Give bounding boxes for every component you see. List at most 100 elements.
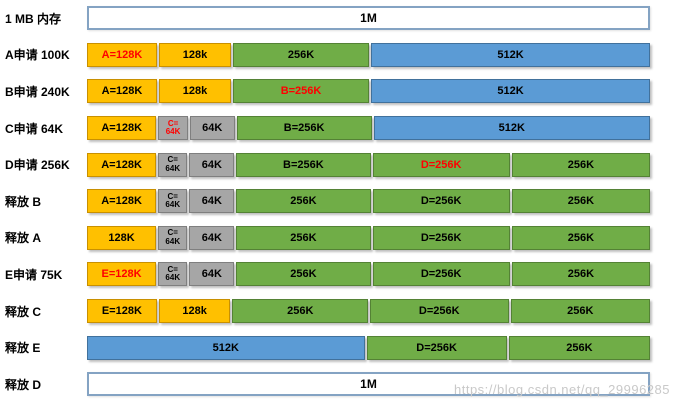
memory-segment: 256K	[511, 189, 650, 214]
memory-segment: 512K	[373, 116, 650, 141]
segment-label: 128k	[182, 48, 208, 61]
row-label: 释放 C	[5, 304, 42, 319]
memory-segment: 256K	[508, 335, 650, 360]
memory-bar: 1M	[87, 6, 650, 31]
segment-label: D=256K	[420, 268, 462, 281]
memory-bar: A=128K C= 64K 64K 256K D=256K 256K	[87, 189, 650, 214]
segment-label-line: C=	[167, 228, 178, 238]
segment-label: B=256K	[283, 122, 325, 135]
segment-label-line: 64K	[165, 236, 181, 246]
memory-segment: 256K	[236, 225, 371, 250]
row-label: 1 MB 内存	[5, 11, 62, 26]
segment-label-line: 64K	[165, 163, 181, 173]
segment-label: 512K	[497, 48, 524, 61]
segment-label: 64K	[201, 195, 222, 208]
memory-row: 释放 E 512K D=256K 256K	[0, 329, 680, 366]
memory-segment: A=128K	[87, 189, 157, 214]
memory-bar: A=128K 128k 256K 512K	[87, 42, 651, 67]
row-label: B申请 240K	[5, 84, 70, 99]
segment-label: A=128K	[101, 158, 142, 171]
memory-row: 释放 D 1M	[0, 366, 680, 403]
memory-row: E申请 75K E=128K C= 64K 64K 256K D=256K 256K	[0, 256, 680, 293]
segment-label-line: C=	[167, 191, 178, 201]
segment-label: D=256K	[420, 231, 462, 244]
memory-segment: E=128K	[87, 262, 157, 287]
memory-segment: D=256K	[366, 335, 507, 360]
segment-label-line: C=	[167, 155, 178, 165]
memory-segment: D=256K	[372, 262, 510, 287]
memory-row: 1 MB 内存 1M	[0, 0, 680, 37]
segment-label: A=128K	[101, 122, 143, 135]
memory-segment: C= 64K	[158, 189, 188, 214]
memory-segment: 256K	[511, 225, 650, 250]
memory-segment: E=128K	[87, 299, 157, 324]
segment-label: 64K	[201, 231, 222, 244]
watermark: https://blog.csdn.net/qq_29996285	[454, 382, 670, 397]
segment-label: D=256K	[420, 195, 462, 208]
segment-label: 64K	[201, 158, 222, 171]
memory-segment: 64K	[189, 262, 235, 287]
memory-segment: 128K	[87, 225, 157, 250]
memory-segment: 256K	[232, 299, 369, 324]
memory-row: A申请 100K A=128K 128k 256K 512K	[0, 37, 680, 74]
memory-segment: 128k	[159, 42, 231, 67]
memory-bar: 1M	[87, 372, 650, 397]
memory-segment: D=256K	[372, 152, 510, 177]
row-label: A申请 100K	[5, 48, 70, 63]
segment-label: A=128K	[101, 48, 143, 61]
memory-segment: D=256K	[370, 299, 509, 324]
segment-label: 512K	[497, 85, 524, 98]
memory-segment: 64K	[189, 152, 235, 177]
segment-label: 256K	[287, 48, 315, 61]
memory-segment: A=128K	[87, 42, 158, 67]
memory-segment: 128k	[158, 299, 231, 324]
memory-bar: A=128K C= 64K 64K B=256K 512K	[87, 116, 650, 141]
memory-row: D申请 256K A=128K C= 64K 64K B=256K D=256K 256K	[0, 146, 680, 183]
segment-label-line: C=	[167, 118, 179, 128]
memory-segment: C= 64K	[158, 262, 188, 287]
memory-bar: A=128K C= 64K 64K B=256K D=256K 256K	[87, 152, 650, 177]
segment-label: 256K	[290, 195, 317, 208]
memory-segment: 256K	[236, 262, 371, 287]
segment-label: 512K	[212, 341, 239, 354]
row-label: 释放 B	[5, 194, 42, 209]
segment-label-line: 64K	[165, 127, 181, 137]
memory-segment: B=256K	[236, 152, 371, 177]
memory-segment: D=256K	[372, 189, 510, 214]
segment-label-line: 64K	[165, 273, 181, 283]
memory-segment: 256K	[510, 299, 650, 324]
memory-segment: 1M	[87, 6, 650, 31]
segment-label: 256K	[290, 268, 317, 281]
memory-row: 释放 B A=128K C= 64K 64K 256K D=256K 256K	[0, 183, 680, 220]
memory-bar: A=128K 128k B=256K 512K	[87, 79, 651, 104]
segment-label: 256K	[290, 231, 317, 244]
memory-segment: B=256K	[236, 116, 372, 141]
memory-segment: A=128K	[87, 116, 157, 141]
segment-label: 256K	[287, 305, 314, 318]
segment-label: 1M	[360, 11, 377, 26]
memory-segment: 512K	[371, 42, 651, 67]
row-label: 释放 E	[5, 341, 41, 356]
memory-segment: 256K	[511, 152, 650, 177]
memory-segment: 512K	[371, 79, 651, 104]
segment-label: 256K	[567, 195, 595, 208]
segment-label: B=256K	[280, 85, 322, 98]
memory-row: 释放 C E=128K 128k 256K D=256K 256K	[0, 293, 680, 330]
memory-bar: E=128K 128k 256K D=256K 256K	[87, 299, 650, 324]
memory-segment: D=256K	[372, 225, 510, 250]
row-label: C申请 64K	[5, 121, 64, 136]
segment-label: B=256K	[283, 158, 324, 171]
memory-row: B申请 240K A=128K 128k B=256K 512K	[0, 73, 680, 110]
row-label: 释放 D	[5, 377, 42, 392]
memory-row: 释放 A 128K C= 64K 64K 256K D=256K 256K	[0, 220, 680, 257]
segment-label: E=128K	[101, 268, 142, 281]
segment-label: 256K	[566, 341, 593, 354]
segment-label: E=128K	[101, 305, 142, 318]
memory-segment: 256K	[233, 42, 370, 67]
segment-label: D=256K	[416, 341, 457, 354]
segment-label: 1M	[360, 377, 377, 392]
segment-label: A=128K	[101, 85, 143, 98]
memory-bar: 128K C= 64K 64K 256K D=256K 256K	[87, 225, 650, 250]
